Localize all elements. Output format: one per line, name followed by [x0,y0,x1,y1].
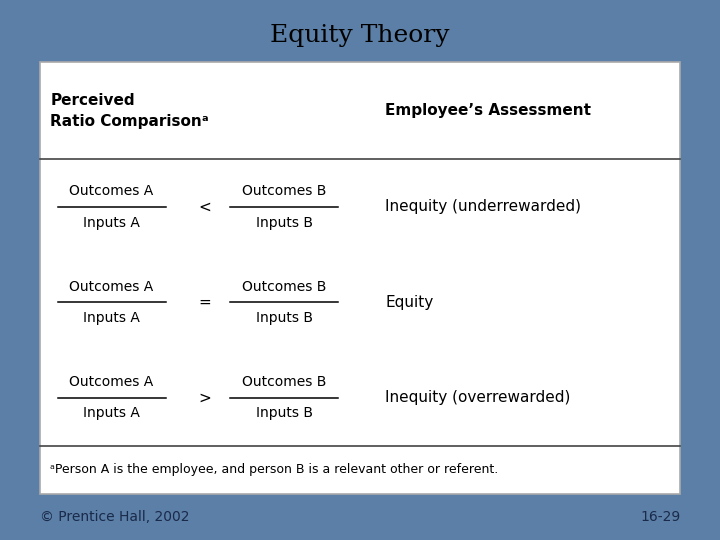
Text: Outcomes B: Outcomes B [242,280,327,294]
Text: Inequity (overrewarded): Inequity (overrewarded) [385,390,570,406]
Text: Perceived
Ratio Comparisonᵃ: Perceived Ratio Comparisonᵃ [50,93,209,129]
Text: Outcomes A: Outcomes A [69,280,154,294]
Text: Inputs B: Inputs B [256,311,313,325]
Text: Inputs B: Inputs B [256,407,313,421]
Text: Outcomes A: Outcomes A [69,375,154,389]
Text: Outcomes B: Outcomes B [242,375,327,389]
Text: Inputs B: Inputs B [256,215,313,230]
Text: Inputs A: Inputs A [84,311,140,325]
Text: >: > [199,390,212,406]
Text: 16-29: 16-29 [640,510,680,524]
Text: © Prentice Hall, 2002: © Prentice Hall, 2002 [40,510,189,524]
Text: Equity Theory: Equity Theory [270,24,450,48]
Text: Employee’s Assessment: Employee’s Assessment [385,103,591,118]
Text: Outcomes A: Outcomes A [69,184,154,198]
Text: =: = [199,295,212,310]
Text: Inequity (underrewarded): Inequity (underrewarded) [385,199,581,214]
Text: Inputs A: Inputs A [84,407,140,421]
Text: Equity: Equity [385,295,433,310]
Text: ᵃPerson A is the employee, and person B is a relevant other or referent.: ᵃPerson A is the employee, and person B … [50,463,499,476]
Text: <: < [199,199,212,214]
FancyBboxPatch shape [40,62,680,494]
Text: Inputs A: Inputs A [84,215,140,230]
Text: Outcomes B: Outcomes B [242,184,327,198]
